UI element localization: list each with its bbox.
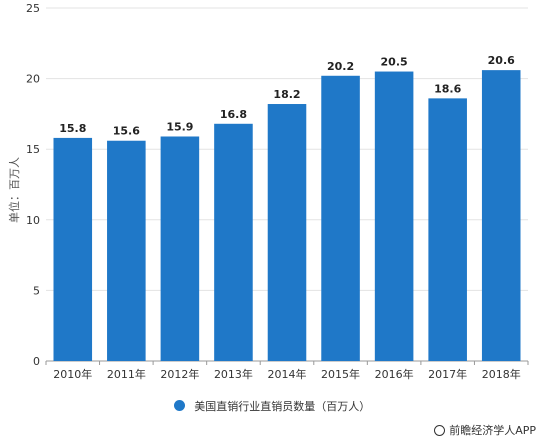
legend-label: 美国直销行业直销员数量（百万人） [194,400,371,413]
bar [214,123,253,361]
legend-dot-icon [173,400,185,411]
x-tick-label: 2014年 [268,367,307,381]
source-credit: 前瞻经济学人APP [434,422,536,438]
x-axis-ticks: 2010年 2011年 2012年 2013年 2014年 2015年 2016年 2017年… [45,361,529,381]
x-tick-label: 2010年 [53,367,92,381]
x-tick-label: 2016年 [375,367,414,381]
bar [481,70,521,362]
logo-icon [434,424,446,436]
bar [267,104,307,362]
y-tick-label: 15 [26,143,40,156]
data-label: 15.6 [113,125,140,138]
bar [53,137,93,361]
y-axis-ticks: 0 5 10 15 20 25 [26,2,40,368]
y-tick-label: 10 [26,214,40,227]
bar [428,98,467,362]
x-tick-label: 2013年 [214,367,253,381]
x-tick-label: 2018年 [482,367,521,381]
data-label: 18.6 [434,82,461,95]
bar [374,71,414,361]
data-label: 16.8 [220,108,247,121]
source-label: 前瞻经济学人APP [449,424,536,437]
data-label: 20.6 [488,54,515,67]
data-labels: 15.8 15.6 15.9 16.8 18.2 20.2 20.5 18.6 20.6 [59,54,515,138]
y-tick-label: 25 [26,2,40,15]
y-axis-label: 单位：百万人 [7,157,21,223]
data-label: 15.9 [166,120,193,133]
x-tick-label: 2017年 [428,367,467,381]
legend: 美国直销行业直销员数量（百万人） [0,398,544,414]
bar [321,75,360,361]
bars [53,70,521,362]
y-tick-label: 5 [33,284,40,297]
x-tick-label: 2011年 [107,367,146,381]
y-tick-label: 0 [33,355,40,368]
data-label: 18.2 [273,88,300,101]
y-tick-label: 20 [26,73,40,86]
data-label: 20.2 [327,60,354,73]
data-label: 15.8 [59,122,86,135]
x-tick-label: 2015年 [321,367,360,381]
data-label: 20.5 [381,56,408,69]
x-tick-label: 2012年 [160,367,199,381]
bar [107,140,146,361]
bar [160,136,200,361]
